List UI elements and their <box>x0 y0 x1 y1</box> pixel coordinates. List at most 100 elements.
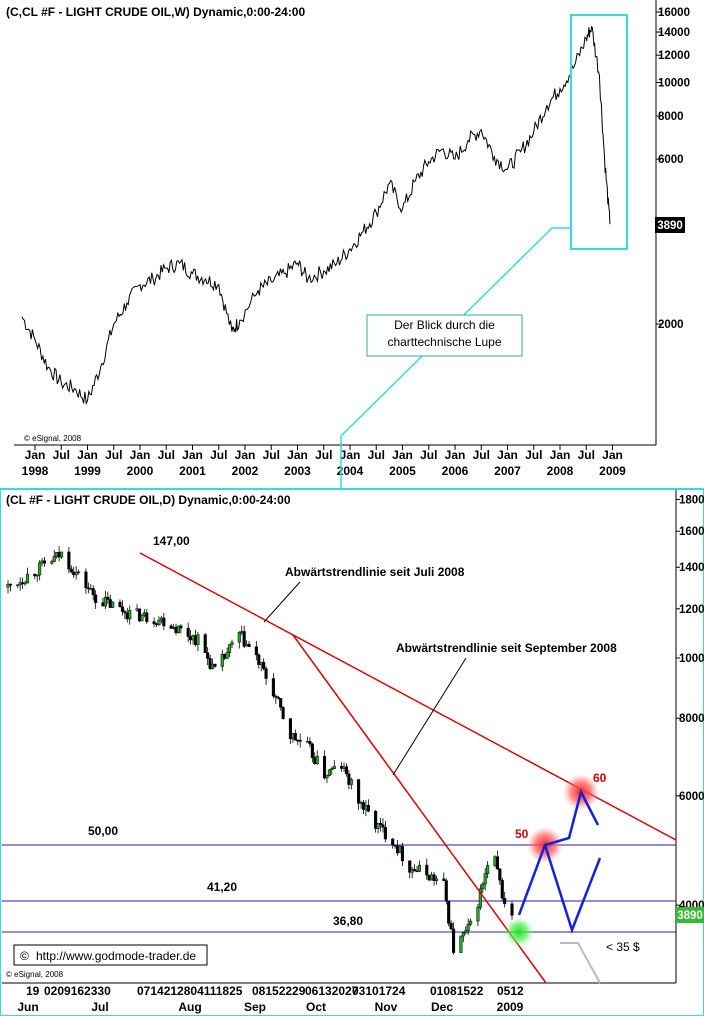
pointer-trendline-september <box>392 657 467 776</box>
daily-candle-body <box>38 562 42 576</box>
daily-candle-body <box>91 588 95 596</box>
daily-candle-body <box>378 822 383 825</box>
daily-y-tick-label: 8000 <box>679 713 704 725</box>
weekly-x-tick-month: Jul <box>578 448 595 462</box>
lupe-note-box <box>366 314 523 357</box>
daily-candle-body <box>357 779 361 804</box>
daily-candle-body <box>257 654 261 665</box>
weekly-last-value: 3890 <box>657 220 683 232</box>
daily-x-tick-month: 2009 <box>497 1000 524 1014</box>
scenario-path-alt <box>543 844 602 934</box>
daily-chart-frame <box>0 488 704 1016</box>
daily-candle-body <box>310 743 314 758</box>
trendline-september-label: Abwärtstrendlinie seit September 2008 <box>396 641 617 655</box>
weekly-y-tick-label: 6000 <box>658 154 684 166</box>
daily-x-tick-day: 06132027 <box>305 984 359 998</box>
daily-candle-body <box>118 601 122 608</box>
daily-candle-body <box>196 634 200 645</box>
daily-candle-body <box>483 873 487 885</box>
daily-candle-body <box>23 582 27 585</box>
weekly-x-tick-month: Jan <box>182 448 203 462</box>
daily-candle-body <box>230 641 234 645</box>
weekly-x-tick-year: 2002 <box>232 464 259 478</box>
weekly-x-tick-month: Jan <box>550 448 571 462</box>
weekly-x-tick-year: 2008 <box>547 464 574 478</box>
target-label-60: 60 <box>593 771 607 785</box>
weekly-x-tick-year: 2005 <box>389 464 416 478</box>
daily-candle-body <box>469 920 473 925</box>
daily-candle-body <box>106 596 110 600</box>
daily-candle-body <box>447 900 451 924</box>
daily-candle-body <box>254 646 258 656</box>
daily-candle-body <box>500 879 504 899</box>
level-label-50: 50,00 <box>88 824 118 838</box>
scenario-path-up <box>517 788 600 916</box>
weekly-x-tick-month: Jan <box>77 448 98 462</box>
daily-candle-body <box>213 663 217 667</box>
daily-candle-body <box>6 583 10 588</box>
daily-y-tick-label: 18000 <box>679 494 704 506</box>
daily-x-tick-month: Aug <box>178 1000 201 1014</box>
daily-candle-body <box>237 632 241 643</box>
daily-candle-body <box>417 864 422 872</box>
daily-candle-body <box>186 627 190 637</box>
daily-candle-body <box>481 883 485 890</box>
trendline-july-label: Abwärtstrendlinie seit Juli 2008 <box>285 565 465 579</box>
weekly-x-tick-year: 2007 <box>494 464 521 478</box>
daily-y-ticks: 1800016000140001200010000800060004000 <box>676 494 704 912</box>
weekly-y-ticks: 16000 14000 12000 10000 8000 6000 2000 <box>656 7 690 331</box>
daily-candle-body <box>25 573 30 584</box>
daily-candle-body <box>264 668 268 679</box>
lupe-note: Der Blick durch die charttechnische Lupe <box>387 318 502 349</box>
source-link-box[interactable] <box>13 944 208 966</box>
lupe-note-text: Der Blick durch die charttechnische Lupe <box>387 318 502 349</box>
daily-candle-body <box>35 574 39 577</box>
daily-candle-body <box>176 625 180 634</box>
weekly-x-tick-year: 2006 <box>442 464 469 478</box>
daily-candle-body <box>376 822 380 829</box>
daily-candle-body <box>486 865 490 874</box>
daily-candle-body <box>220 654 224 667</box>
daily-candle-body <box>203 634 207 653</box>
daily-candles <box>6 546 514 955</box>
weekly-chart: (C,CL #F - LIGHT CRUDE OIL,W) Dynamic,0:… <box>6 0 690 489</box>
daily-candle-body <box>332 766 336 769</box>
daily-candle-body <box>400 845 404 862</box>
source-link[interactable]: http://www.godmode-trader.de <box>36 949 196 963</box>
daily-candle-body <box>459 935 463 953</box>
daily-candle-body <box>425 864 429 876</box>
daily-candle-body <box>381 824 385 828</box>
daily-candle-body <box>52 556 56 562</box>
daily-last-value: 3890 <box>677 910 703 922</box>
daily-candle-body <box>315 756 319 764</box>
weekly-x-tick-year: 2003 <box>284 464 311 478</box>
level-label-36-80: 36,80 <box>333 914 363 928</box>
daily-candle-body <box>42 560 47 564</box>
weekly-x-tick-month: Jan <box>287 448 308 462</box>
daily-candle-body <box>60 551 64 558</box>
weekly-y-tick-label: 16000 <box>658 7 690 19</box>
level-label-41-20: 41,20 <box>207 880 237 894</box>
weekly-price-line <box>21 25 611 406</box>
daily-candle-body <box>225 652 229 659</box>
daily-candle-body <box>262 661 266 669</box>
daily-candle-body <box>69 568 73 573</box>
daily-x-tick-month: Sep <box>244 1000 266 1014</box>
daily-candle-body <box>67 551 71 570</box>
daily-y-tick-label: 16000 <box>679 526 704 538</box>
support-marker <box>504 917 534 947</box>
daily-candle-body <box>242 631 246 647</box>
weekly-x-tick-month: Jan <box>392 448 413 462</box>
weekly-x-tick-year: 2000 <box>127 464 154 478</box>
daily-candle-body <box>408 860 412 873</box>
daily-candle-body <box>111 601 115 608</box>
weekly-x-ticks: Jan Jul Jan Jul Jan Jul Jan Jul Jan Jul Jan Jul Jan J… <box>22 445 626 478</box>
daily-candle-body <box>123 611 127 614</box>
daily-y-tick-label: 12000 <box>679 604 704 616</box>
weekly-last-value-badge <box>655 217 685 233</box>
daily-candle-body <box>281 707 285 719</box>
daily-chart: (CL #F - LIGHT CRUDE OIL,D) Dynamic,0:00… <box>2 490 704 1014</box>
magnifier-box <box>570 14 628 250</box>
daily-candle-body <box>322 756 327 779</box>
daily-candle-body <box>279 698 283 708</box>
